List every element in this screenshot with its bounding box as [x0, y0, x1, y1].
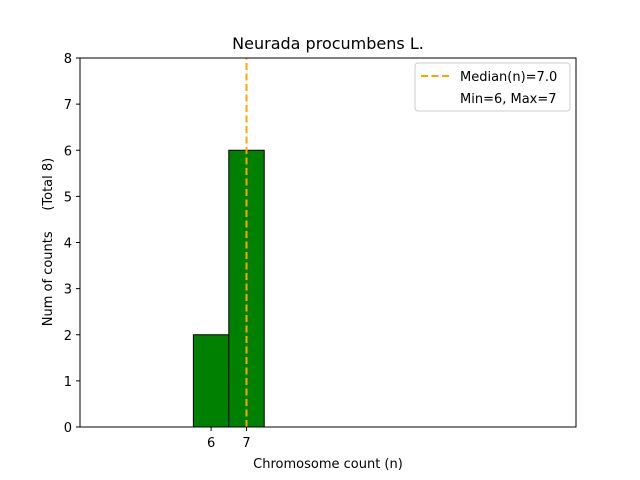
chart-title: Neurada procumbens L. — [232, 34, 424, 53]
legend-minmax-label: Min=6, Max=7 — [460, 92, 557, 107]
legend-median-label: Median(n)=7.0 — [460, 70, 557, 85]
bars — [192, 149, 265, 428]
y-tick-label: 0 — [64, 421, 72, 436]
y-tick-label: 6 — [64, 144, 72, 159]
plot-frame — [79, 57, 577, 428]
legend-box — [414, 62, 571, 112]
y-tick-label: 2 — [64, 329, 72, 344]
y-axis-label: Num of counts (Total 8) — [41, 158, 56, 326]
y-tick-label: 3 — [64, 283, 72, 298]
y-axis-ticks: 0 1 2 3 4 5 6 7 8 — [64, 52, 80, 436]
y-tick-label: 4 — [64, 237, 72, 252]
bar-6 — [192, 334, 230, 428]
x-axis-label: Chromosome count (n) — [253, 457, 403, 472]
legend: Median(n)=7.0 Min=6, Max=7 — [414, 62, 571, 112]
y-tick-label: 1 — [64, 375, 72, 390]
x-tick-label: 7 — [242, 436, 250, 451]
y-tick-label: 8 — [64, 52, 72, 67]
y-tick-label: 5 — [64, 190, 72, 205]
x-tick-label: 6 — [207, 436, 215, 451]
y-tick-label: 7 — [64, 98, 72, 113]
